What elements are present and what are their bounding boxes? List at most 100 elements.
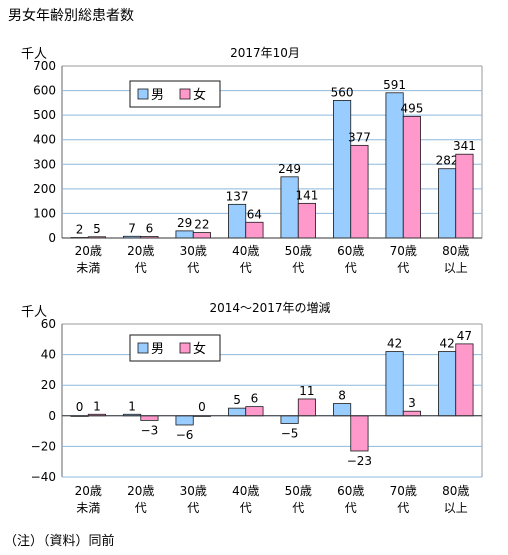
chart2-ylabel: 千人 [21,305,47,320]
x-tick-label-line1: 20歳 [75,484,102,498]
y-tick-label: 40 [41,348,56,362]
x-tick-label-line1: 60歳 [337,244,364,258]
x-tick-label-line2: 代 [240,261,252,275]
legend: 男女 [129,334,221,362]
bar-female [402,115,421,239]
data-label: 5 [93,222,101,236]
bar-female [350,144,369,239]
x-tick-label-line1: 60歳 [337,484,364,498]
x-tick-label-line1: 80歳 [442,244,469,258]
legend-label: 男 [151,88,164,103]
y-tick-label: 700 [33,59,56,73]
x-tick-label-line1: 50歳 [285,484,312,498]
legend-swatch [137,88,149,100]
bar-male [280,176,299,239]
y-tick-label: 200 [33,182,56,196]
bar-female [455,343,474,417]
y-tick-label: 600 [33,84,56,98]
x-tick-label-line1: 30歳 [180,484,207,498]
legend-swatch [179,88,191,100]
x-tick-label-line2: 代 [345,501,357,515]
x-tick-label-line1: 70歳 [390,244,417,258]
data-label: −23 [347,454,372,468]
bar-male [280,415,299,424]
bar-male [438,168,457,239]
x-tick-label-line2: 未満 [76,501,100,515]
x-tick-label-line2: 代 [397,261,409,275]
x-tick-label-line2: 代 [292,261,304,275]
data-label: 591 [383,78,406,92]
bar-male [175,230,194,239]
bar-male [228,407,247,417]
data-label: 1 [128,399,136,413]
x-tick-label-line2: 代 [187,261,199,275]
data-label: 141 [295,188,318,202]
data-label: 377 [348,130,371,144]
chart-1: 0 100 200 300 400 500 600 700 2 7 29 137 249 560 591 28… [33,59,483,275]
legend-label: 女 [193,87,206,103]
y-tick-label: 0 [48,409,56,423]
bar-male [438,351,457,417]
bar-female [297,398,316,417]
y-tick-label: 300 [33,157,56,171]
x-tick-label-line2: 代 [240,501,252,515]
y-tick-label: 400 [33,133,56,147]
legend-label: 男 [151,342,164,357]
chart1-title: 2017年10月 [230,46,300,60]
chart2-title: 2014～2017年の増減 [209,300,330,315]
data-label: 42 [387,337,402,351]
data-label: 22 [194,218,209,232]
figure-footnote: （注）（資料）同前 [4,533,115,549]
chart1-ylabel: 千人 [21,47,47,62]
bar-male [228,203,247,239]
x-tick-label-line1: 20歳 [127,484,154,498]
bar-male [175,415,194,426]
data-label: 3 [408,396,416,410]
x-tick-label-line2: 代 [135,501,147,515]
data-label: 7 [128,221,136,235]
data-label: 341 [453,139,476,153]
bar-female [350,415,369,452]
y-tick-label: −20 [31,439,56,453]
y-tick-label: −40 [31,470,56,484]
data-label: 5 [233,393,241,407]
y-tick-label: 60 [41,317,56,331]
data-label: 1 [93,399,101,413]
y-tick-label: 500 [33,108,56,122]
x-tick-label-line1: 20歳 [75,244,102,258]
x-tick-label-line2: 以上 [444,501,468,515]
bar-female [455,153,474,239]
x-tick-label-line1: 80歳 [442,484,469,498]
x-tick-label-line1: 40歳 [232,484,259,498]
x-tick-label-line2: 代 [187,501,199,515]
x-tick-label-line1: 40歳 [232,244,259,258]
data-label: 47 [457,329,472,343]
x-tick-label-line2: 代 [397,501,409,515]
y-tick-label: 100 [33,206,56,220]
data-label: 8 [338,389,346,403]
bar-female [245,406,264,417]
legend: 男女 [129,80,221,108]
x-tick-label-line2: 代 [135,261,147,275]
data-label: 6 [251,392,259,406]
data-label: 64 [247,207,262,221]
bar-female [402,410,421,417]
legend-swatch [179,342,191,354]
data-label: 0 [76,400,84,414]
bar-female [297,202,316,239]
x-tick-label-line1: 30歳 [180,244,207,258]
y-tick-label: 20 [41,378,56,392]
data-label: 6 [146,222,154,236]
x-tick-label-line1: 20歳 [127,244,154,258]
data-label: −6 [176,428,194,442]
x-tick-label-line2: 代 [345,261,357,275]
data-label: 495 [400,101,423,115]
bar-male [333,403,352,417]
y-tick-label: 0 [48,231,56,245]
figure-title: 男女年齢別総患者数 [8,7,134,24]
bar-female [192,232,211,239]
data-label: 29 [177,216,192,230]
data-label: 2 [76,223,84,237]
legend-swatch [137,342,149,354]
